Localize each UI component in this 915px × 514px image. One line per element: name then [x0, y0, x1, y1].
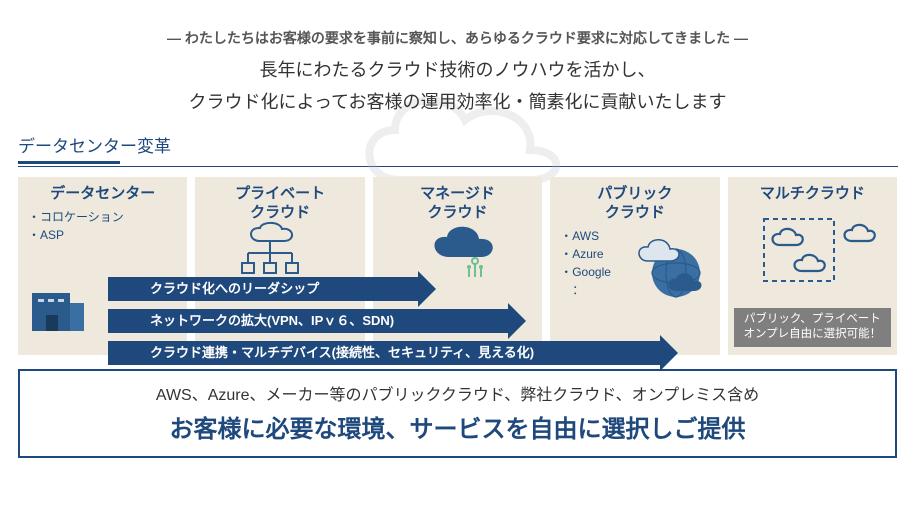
- multi-cloud-badge: パブリック、プライベート オンプレ自由に選択可能！: [734, 308, 891, 347]
- card-title: パブリック クラウド: [556, 185, 713, 223]
- section-title: データセンター変革: [18, 132, 915, 157]
- bottom-line-2: お客様に必要な環境、サービスを自由に選択しご提供: [28, 409, 887, 444]
- arrow-1: クラウド化へのリーダシップ: [108, 277, 418, 301]
- arrow-3: クラウド連携・マルチデバイス(接続性、セキュリティ、見える化): [108, 341, 660, 365]
- card-title: マネージド クラウド: [379, 185, 536, 223]
- private-cloud-icon: [240, 221, 330, 281]
- card-bullets: ・コロケーション ・ASP: [24, 208, 181, 244]
- section-underline: [18, 161, 120, 164]
- tagline: ― わたしたちはお客様の要求を事前に察知し、あらゆるクラウド要求に対応してきまし…: [0, 28, 915, 48]
- headline-2: クラウド化によってお客様の運用効率化・簡素化に貢献いたします: [0, 88, 915, 114]
- card-title: データセンター: [24, 185, 181, 204]
- bullet: ・コロケーション: [28, 208, 181, 226]
- card-title: マルチクラウド: [734, 185, 891, 204]
- bottom-line-1: AWS、Azure、メーカー等のパブリッククラウド、弊社クラウド、オンプレミス含…: [28, 381, 887, 405]
- datacenter-icon: [26, 285, 90, 337]
- card-title: プライベート クラウド: [201, 185, 358, 223]
- bullet: ・ASP: [28, 226, 181, 244]
- headline-1: 長年にわたるクラウド技術のノウハウを活かし、: [0, 56, 915, 82]
- arrows-overlay: クラウド化へのリーダシップ ネットワークの拡大(VPN、IPｖ６、SDN) クラ…: [108, 277, 660, 373]
- multi-cloud-icon: [756, 211, 876, 301]
- card-multi-cloud: マルチクラウド パブリック、プライベート オンプレ自由に選択可能！: [728, 177, 897, 355]
- arrow-2: ネットワークの拡大(VPN、IPｖ６、SDN): [108, 309, 508, 333]
- header: ― わたしたちはお客様の要求を事前に察知し、あらゆるクラウド要求に対応してきまし…: [0, 0, 915, 114]
- bottom-box: AWS、Azure、メーカー等のパブリッククラウド、弊社クラウド、オンプレミス含…: [18, 369, 897, 458]
